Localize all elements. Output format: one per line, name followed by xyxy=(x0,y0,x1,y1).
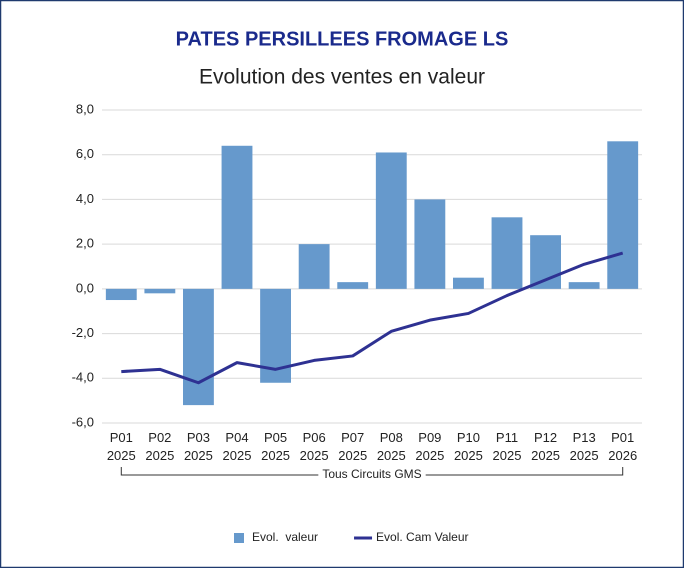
x-tick-label: P11 2025 xyxy=(493,430,522,463)
x-tick-label: P04 2025 xyxy=(223,430,252,463)
x-tick-label: P07 2025 xyxy=(338,430,367,463)
bar xyxy=(607,141,639,289)
x-tick-line: P12 xyxy=(534,430,557,445)
y-tick-label: 4,0 xyxy=(76,191,94,206)
bar xyxy=(221,145,253,289)
x-tick-line: 2025 xyxy=(223,448,252,463)
x-tick-label: P02 2025 xyxy=(145,430,174,463)
y-tick-label: -2,0 xyxy=(72,325,94,340)
chart-subtitle: Evolution des ventes en valeur xyxy=(199,66,485,89)
x-tick-label: P12 2025 xyxy=(531,430,560,463)
line xyxy=(121,251,624,385)
x-tick-line: P08 xyxy=(380,430,403,445)
x-tick-line: 2025 xyxy=(184,448,213,463)
chart-title: PATES PERSILLEES FROMAGE LS xyxy=(176,28,509,50)
x-tick-label: P09 2025 xyxy=(415,430,444,463)
x-tick-line: 2025 xyxy=(531,448,560,463)
x-tick-label: P01 2026 xyxy=(608,430,637,463)
x-tick-label: P06 2025 xyxy=(300,430,329,463)
x-tick-line: P05 xyxy=(264,430,287,445)
x-tick-line: 2025 xyxy=(454,448,483,463)
x-tick-line: P02 xyxy=(148,430,171,445)
x-tick-line: 2025 xyxy=(300,448,329,463)
x-tick-line: P13 xyxy=(573,430,596,445)
x-tick-line: 2025 xyxy=(107,448,136,463)
x-tick-line: P03 xyxy=(187,430,210,445)
group-label: Tous Circuits GMS xyxy=(322,467,421,481)
x-tick-label: P10 2025 xyxy=(454,430,483,463)
bar xyxy=(298,244,330,289)
x-tick-label: P05 2025 xyxy=(261,430,290,463)
x-tick-line: 2025 xyxy=(570,448,599,463)
x-tick-label: P08 2025 xyxy=(377,430,406,463)
y-tick-label: 0,0 xyxy=(76,280,94,295)
x-tick-line: 2025 xyxy=(338,448,367,463)
x-tick-line: P01 xyxy=(110,430,133,445)
x-tick-label: P13 2025 xyxy=(570,430,599,463)
x-tick-label: P03 2025 xyxy=(184,430,213,463)
y-tick-label: -6,0 xyxy=(72,414,94,429)
x-tick-line: 2025 xyxy=(145,448,174,463)
y-tick-label: 6,0 xyxy=(76,146,94,161)
x-tick-line: P01 xyxy=(611,430,634,445)
x-tick-line: 2025 xyxy=(261,448,290,463)
bar xyxy=(491,217,523,289)
x-tick-line: P10 xyxy=(457,430,480,445)
y-tick-label: -4,0 xyxy=(72,370,94,385)
bar xyxy=(337,282,369,289)
bar xyxy=(144,288,176,294)
y-tick-label: 2,0 xyxy=(76,236,94,251)
x-tick-line: P07 xyxy=(341,430,364,445)
bar xyxy=(105,288,137,301)
legend-label: Evol. valeur xyxy=(252,530,318,544)
x-tick-line: 2025 xyxy=(493,448,522,463)
bar xyxy=(375,152,407,289)
bar xyxy=(414,199,446,289)
bar xyxy=(183,288,214,406)
x-tick-line: 2026 xyxy=(608,448,637,463)
group-label-bg xyxy=(318,467,426,482)
x-tick-line: 2025 xyxy=(415,448,444,463)
x-tick-line: P06 xyxy=(303,430,326,445)
x-tick-line: P09 xyxy=(418,430,441,445)
legend-swatch xyxy=(234,533,244,543)
y-tick-label: 8,0 xyxy=(76,101,94,116)
bar xyxy=(453,277,484,289)
bar xyxy=(568,282,600,289)
x-tick-line: P04 xyxy=(225,430,248,445)
x-tick-line: P11 xyxy=(496,430,518,445)
x-tick-line: 2025 xyxy=(377,448,406,463)
legend-label: Evol. Cam Valeur xyxy=(376,530,468,544)
x-tick-label: P01 2025 xyxy=(107,430,136,463)
